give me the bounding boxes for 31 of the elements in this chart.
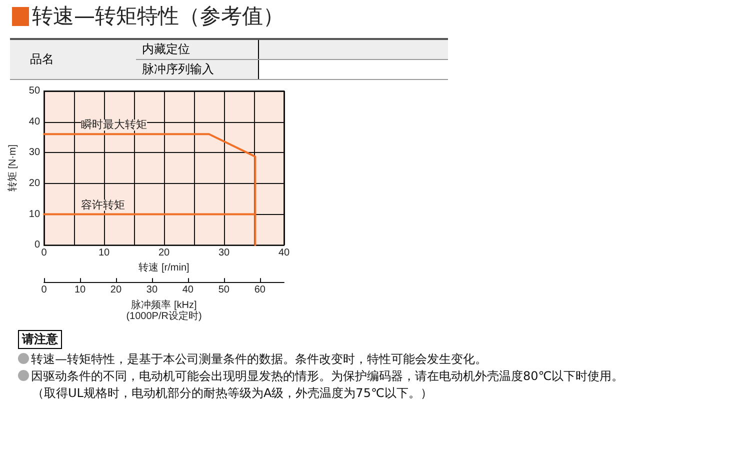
y-tick-label: 20 [28,178,40,189]
x-tick-label: 20 [158,248,170,259]
x-tick-label: 40 [278,248,290,259]
y-axis-title: 转矩 [N·m] [6,144,18,192]
x-axis-title: 转速 [r/min] [138,262,190,274]
x2-axis-title: 脉冲频率 [kHz] (1000P/R设定时) [126,299,202,322]
text: 品名 [10,39,136,80]
x2-tick-label: 0 [41,284,48,296]
series-label: 容许转矩 [81,198,126,212]
y-tick-label: 40 [28,116,40,128]
x2-tick-label: 40 [182,284,194,296]
x-tick-label: 0 [41,248,48,259]
x2-tick-label: 10 [74,284,86,296]
text: 脉冲序列输入 [136,60,258,80]
x2-tick-label: 60 [254,284,266,296]
x-tick-label: 30 [218,248,230,259]
x2-tick-label: 50 [218,284,230,296]
y-tick-label: 30 [28,147,40,158]
text: 因驱动条件的不同，电动机可能会出现明显发热的情形。为保护编码器，请在电动机外壳温度80℃以下时使用。 [30,368,624,385]
text: （取得UL规格时，电动机部分的耐热等级为A级，外壳温度为75℃以下。） [31,385,434,402]
x2-tick-label: 20 [110,284,122,296]
y-tick-label: 50 [28,86,40,96]
text: 内藏定位 [136,39,258,60]
text: 请注意 [18,330,62,349]
text: 转速—转矩特性，是基于本公司测量条件的数据。条件改变时，特性可能会发生变化。 [30,351,488,368]
y-tick-label: 0 [34,240,40,251]
chart-title: 转速—转矩特性（参考值） [32,3,284,30]
series-label: 瞬时最大转矩 [81,118,148,132]
x-tick-label: 10 [98,248,110,259]
x2-tick-label: 30 [146,284,158,296]
y-tick-label: 10 [28,208,40,220]
